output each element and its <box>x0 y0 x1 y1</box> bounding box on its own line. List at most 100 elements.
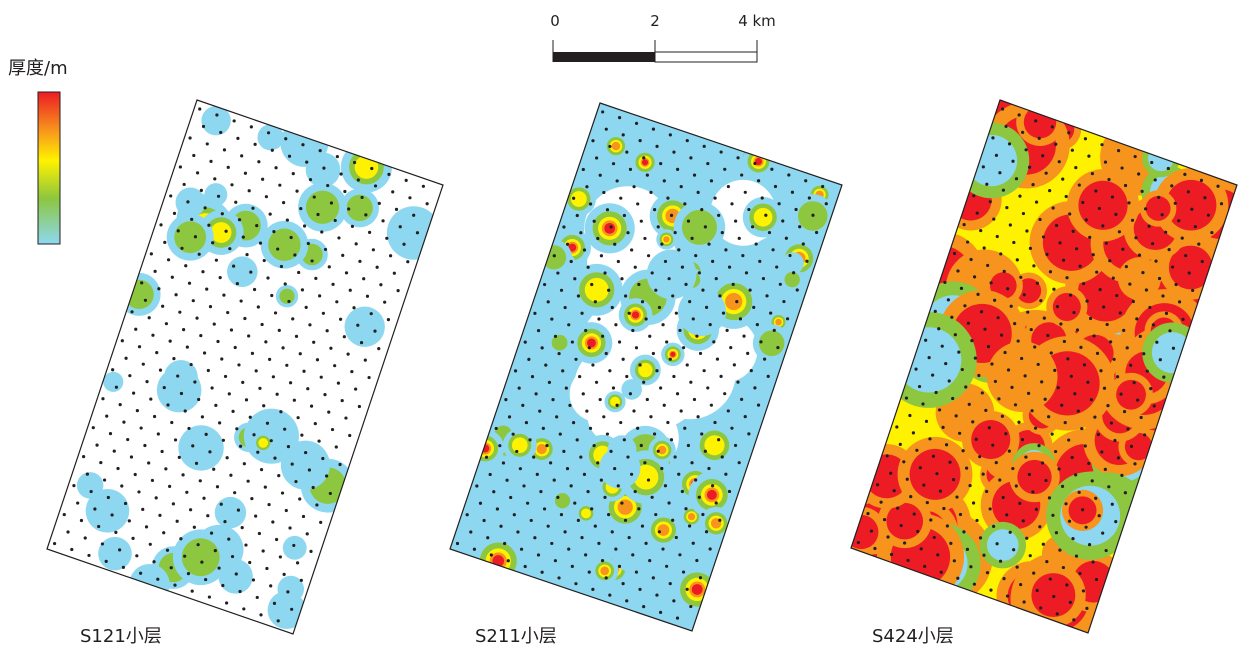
well-dot <box>1006 287 1009 290</box>
well-dot <box>1038 218 1041 221</box>
well-dot <box>496 507 499 510</box>
well-dot <box>1181 318 1184 321</box>
well-dot <box>705 306 708 309</box>
well-dot <box>1111 503 1114 506</box>
well-dot <box>305 161 308 164</box>
well-dot <box>681 266 684 269</box>
well-dot <box>1216 185 1219 188</box>
well-dot <box>212 468 215 471</box>
well-dot <box>300 579 303 582</box>
well-dot <box>1063 340 1066 343</box>
well-dot <box>1083 363 1086 366</box>
well-dot <box>635 346 638 349</box>
well-dot <box>683 202 686 205</box>
well-dot <box>687 444 690 447</box>
well-dot <box>533 312 536 315</box>
well-dot <box>611 530 614 533</box>
contour-zone <box>987 529 1019 561</box>
well-dot <box>653 432 656 435</box>
well-dot <box>103 478 106 481</box>
well-dot <box>675 536 678 539</box>
contour-zone <box>98 537 132 571</box>
well-dot <box>945 443 948 446</box>
well-dot <box>634 490 637 493</box>
well-dot <box>1041 461 1044 464</box>
well-dot <box>166 403 169 406</box>
well-dot <box>283 573 286 576</box>
well-dot <box>301 143 304 146</box>
well-dot <box>982 554 985 557</box>
well-dot <box>1107 485 1110 488</box>
well-dot <box>942 507 945 510</box>
well-dot <box>1047 415 1050 418</box>
well-dot <box>265 195 268 198</box>
well-dot <box>605 352 608 355</box>
well-dot <box>985 183 988 186</box>
well-dot <box>782 300 785 303</box>
well-dot <box>925 420 928 423</box>
well-dot <box>1036 589 1039 592</box>
well-dot <box>557 576 560 579</box>
well-dot <box>554 335 557 338</box>
well-dot <box>1153 404 1156 407</box>
well-dot <box>1174 202 1177 205</box>
well-dot <box>173 212 176 215</box>
well-dot <box>263 259 266 262</box>
well-dot <box>87 554 90 557</box>
contour-zone <box>587 338 596 347</box>
well-dot <box>130 310 133 313</box>
well-dot <box>640 444 643 447</box>
well-dot <box>1080 427 1083 430</box>
well-dot <box>900 524 903 527</box>
well-dot <box>1027 392 1030 395</box>
well-dot <box>1077 410 1080 413</box>
well-dot <box>619 197 622 200</box>
well-dot <box>221 212 224 215</box>
well-dot <box>613 467 616 470</box>
well-dot <box>1092 253 1095 256</box>
contour-zone <box>612 142 620 150</box>
well-dot <box>362 277 365 280</box>
well-dot <box>952 478 955 481</box>
well-dot <box>1150 161 1153 164</box>
well-dot <box>287 300 290 303</box>
well-dot <box>290 236 293 239</box>
well-dot <box>1168 248 1171 251</box>
well-dot <box>710 179 713 182</box>
well-dot <box>416 231 419 234</box>
well-dot <box>923 565 926 568</box>
well-dot <box>1084 444 1087 447</box>
well-dot <box>1134 236 1137 239</box>
well-dot <box>664 260 667 263</box>
well-dot <box>303 224 306 227</box>
well-dot <box>970 339 973 342</box>
well-dot <box>171 276 174 279</box>
well-dot <box>1154 260 1157 263</box>
well-dot <box>879 501 882 504</box>
well-dot <box>1051 514 1054 517</box>
well-dot <box>956 269 959 272</box>
well-dot <box>975 438 978 441</box>
contour-zone <box>670 352 675 357</box>
well-dot <box>151 479 154 482</box>
well-dot <box>197 398 200 401</box>
well-dot <box>1106 323 1109 326</box>
well-dot <box>76 501 79 504</box>
well-dot <box>306 532 309 535</box>
well-dot <box>273 457 276 460</box>
well-dot <box>599 174 602 177</box>
well-dot <box>723 168 726 171</box>
well-dot <box>957 351 960 354</box>
well-dot <box>703 369 706 372</box>
well-dot <box>242 236 245 239</box>
well-dot <box>1119 393 1122 396</box>
well-dot <box>1061 485 1064 488</box>
well-dot <box>295 190 298 193</box>
well-dot <box>962 449 965 452</box>
well-dot <box>968 484 971 487</box>
well-dot <box>543 283 546 286</box>
well-dot <box>1181 237 1184 240</box>
well-dot <box>577 519 580 522</box>
well-dot <box>1029 247 1032 250</box>
well-dot <box>870 529 873 532</box>
